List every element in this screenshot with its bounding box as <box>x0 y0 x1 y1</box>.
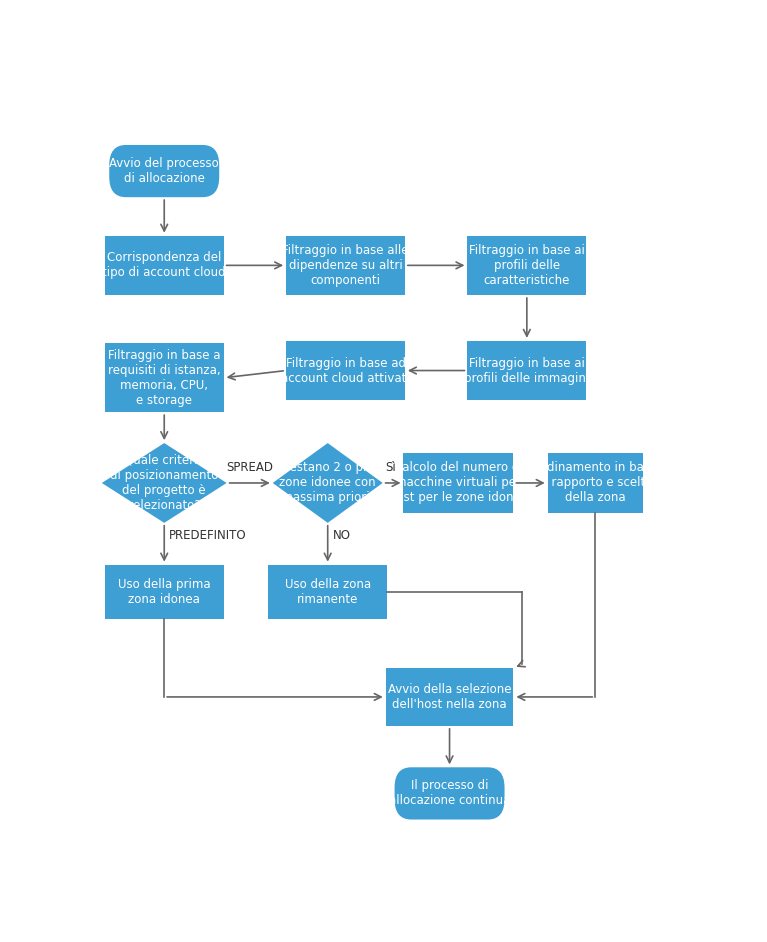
Text: Filtraggio in base ai
profili delle immagini: Filtraggio in base ai profili delle imma… <box>464 356 590 384</box>
Text: Filtraggio in base alle
dipendenze su altri
componenti: Filtraggio in base alle dipendenze su al… <box>282 244 409 287</box>
Text: Restano 2 o più
zone idonee con
la massima priorità?: Restano 2 o più zone idonee con la massi… <box>267 462 388 505</box>
Text: Avvio della selezione
dell'host nella zona: Avvio della selezione dell'host nella zo… <box>388 683 512 711</box>
Text: Ordinamento in base
al rapporto e scelta
della zona: Ordinamento in base al rapporto e scelta… <box>533 462 657 505</box>
Bar <box>386 668 513 726</box>
Bar <box>403 453 513 512</box>
Text: NO: NO <box>332 528 351 542</box>
Text: Calcolo del numero di
macchine virtuali per
host per le zone idonee: Calcolo del numero di macchine virtuali … <box>389 462 528 505</box>
Text: Avvio del processo
di allocazione: Avvio del processo di allocazione <box>110 157 219 185</box>
Bar <box>286 341 405 400</box>
Text: Filtraggio in base a
requisiti di istanza,
memoria, CPU,
e storage: Filtraggio in base a requisiti di istanz… <box>108 349 221 407</box>
Bar <box>286 236 405 295</box>
Bar <box>268 564 387 619</box>
Text: Filtraggio in base ai
profili delle
caratteristiche: Filtraggio in base ai profili delle cara… <box>469 244 584 287</box>
FancyBboxPatch shape <box>394 768 505 820</box>
Text: Uso della zona
rimanente: Uso della zona rimanente <box>285 577 370 606</box>
Text: Filtraggio in base ad
account cloud attivati: Filtraggio in base ad account cloud atti… <box>281 356 410 384</box>
Bar <box>467 236 586 295</box>
FancyBboxPatch shape <box>109 145 219 197</box>
Text: Sì: Sì <box>386 462 397 474</box>
Text: PREDEFINITO: PREDEFINITO <box>169 528 247 542</box>
Text: Il processo di
allocazione continua: Il processo di allocazione continua <box>389 779 510 807</box>
Polygon shape <box>273 443 383 523</box>
Polygon shape <box>102 443 227 523</box>
Bar <box>548 453 643 512</box>
Bar <box>467 341 586 400</box>
Bar <box>105 343 224 413</box>
Text: Uso della prima
zona idonea: Uso della prima zona idonea <box>118 577 211 606</box>
Text: Corrispondenza del
tipo di account cloud: Corrispondenza del tipo di account cloud <box>103 252 226 280</box>
Bar <box>105 564 224 619</box>
Text: SPREAD: SPREAD <box>226 462 273 474</box>
Text: Quale criterio
di posizionamento
del progetto è
selezionato?: Quale criterio di posizionamento del pro… <box>110 454 219 512</box>
Bar <box>105 236 224 295</box>
